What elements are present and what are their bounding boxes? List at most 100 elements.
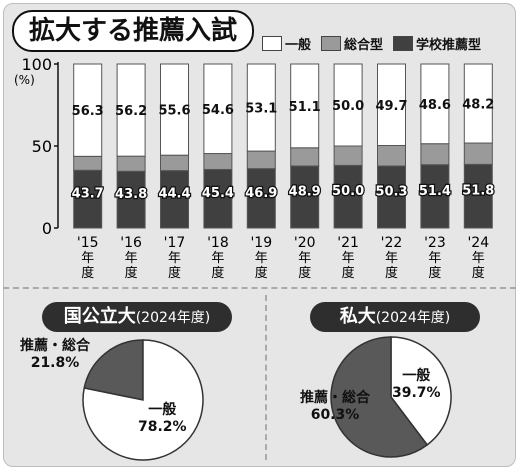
private-pie-label-suisen-value: 60.3% — [310, 407, 360, 423]
label-top-6: 50.0 — [332, 99, 364, 114]
label-top-3: 54.6 — [202, 103, 234, 118]
private-pie-label-ippan: 一般 39.7% — [392, 368, 441, 402]
public-pie-label-suisen-name: 推薦・総合 — [20, 338, 90, 354]
bar-2-0 — [73, 63, 103, 157]
label-bottom-8: 51.4 — [419, 184, 451, 199]
private-pie-slice-0 — [390, 336, 452, 446]
label-bottom-2: 44.4 — [158, 187, 190, 202]
x-label-suffix-4-1: 度 — [255, 265, 268, 281]
y-unit-label: (%) — [14, 73, 35, 87]
pie-divider — [265, 295, 267, 460]
y-tick-label-100: 100 — [21, 55, 52, 74]
bar-0-3 — [203, 168, 233, 229]
public-pie-label-suisen: 推薦・総合 21.8% — [20, 338, 90, 372]
label-bottom-6: 50.0 — [332, 184, 364, 199]
x-label-suffix-5-0: 年 — [298, 251, 311, 266]
bar-2-3 — [203, 63, 233, 155]
legend-label-ippan: 一般 — [285, 38, 312, 53]
bar-0-9 — [463, 163, 493, 229]
x-label-suffix-7-1: 度 — [385, 265, 398, 281]
legend: 一般 総合型 学校推薦型 — [262, 34, 481, 53]
x-label-2: '17 — [164, 235, 186, 251]
x-label-3: '18 — [207, 235, 229, 251]
label-top-1: 56.2 — [115, 104, 147, 119]
legend-swatch-ippan — [262, 36, 282, 51]
legend-item-gakko: 学校推薦型 — [393, 34, 481, 53]
legend-swatch-sogo — [321, 36, 342, 51]
x-label-suffix-0-0: 年 — [81, 251, 94, 266]
x-label-suffix-9-0: 年 — [472, 251, 485, 266]
bar-2-4 — [246, 63, 276, 152]
x-label-4: '19 — [250, 235, 272, 251]
x-label-suffix-0-1: 度 — [81, 265, 94, 281]
label-top-2: 55.6 — [158, 104, 190, 119]
x-label-suffix-4-0: 年 — [255, 251, 268, 266]
private-pie-label-ippan-name: 一般 — [402, 368, 431, 384]
label-bottom-0: 43.7 — [72, 187, 104, 202]
x-label-suffix-5-1: 度 — [298, 265, 311, 281]
x-label-8: '23 — [424, 235, 446, 251]
x-label-suffix-3-1: 度 — [211, 265, 224, 281]
x-label-suffix-2-0: 年 — [168, 251, 181, 266]
public-pie-title-text: 国公立大 — [63, 306, 136, 327]
private-pie-title-text: 私大 — [339, 306, 376, 327]
public-pie-label-ippan-name: 一般 — [148, 402, 177, 418]
x-label-7: '22 — [381, 235, 403, 251]
private-pie-label-suisen-name: 推薦・総合 — [300, 390, 370, 406]
private-pie-title: 私大(2024年度) — [310, 302, 480, 332]
label-bottom-7: 50.3 — [375, 184, 407, 199]
label-top-8: 48.6 — [419, 98, 451, 113]
x-label-5: '20 — [294, 235, 316, 251]
public-pie-title: 国公立大(2024年度) — [42, 302, 232, 332]
legend-item-ippan: 一般 — [262, 34, 311, 53]
label-bottom-3: 45.4 — [202, 186, 234, 201]
public-pie-label-ippan: 一般 78.2% — [138, 402, 187, 436]
public-pie-slice-0 — [83, 339, 144, 401]
x-label-9: '24 — [467, 235, 489, 251]
legend-swatch-gakko — [393, 36, 414, 51]
x-label-suffix-9-1: 度 — [472, 265, 485, 281]
label-bottom-9: 51.8 — [462, 184, 494, 199]
x-label-suffix-6-0: 年 — [342, 251, 355, 266]
bar-2-7 — [377, 63, 406, 147]
section-divider — [3, 287, 516, 289]
private-pie-slice-1 — [330, 336, 429, 458]
label-top-5: 51.1 — [289, 100, 321, 115]
bar-0-6 — [333, 164, 363, 229]
label-top-7: 49.7 — [375, 99, 407, 114]
legend-label-sogo: 総合型 — [344, 38, 384, 53]
label-top-9: 48.2 — [462, 98, 494, 113]
page-title: 拡大する推薦入試 — [12, 10, 254, 52]
public-pie-slice-1 — [82, 339, 204, 461]
private-pie-label-ippan-value: 39.7% — [392, 385, 441, 401]
x-label-suffix-6-1: 度 — [342, 265, 355, 281]
legend-item-sogo: 総合型 — [321, 34, 383, 53]
x-label-suffix-7-0: 年 — [385, 251, 398, 266]
stacked-bar-chart: 050100(%)56.343.7'15年度56.243.8'16年度55.64… — [14, 55, 496, 281]
label-bottom-4: 46.9 — [245, 186, 277, 201]
public-pie-label-ippan-value: 78.2% — [138, 419, 187, 435]
x-label-suffix-1-0: 年 — [125, 251, 138, 266]
private-pie-subtitle: (2024年度) — [375, 310, 451, 326]
bar-2-1 — [116, 63, 146, 157]
bar-0-2 — [160, 170, 189, 229]
bar-2-8 — [420, 63, 450, 145]
bar-0-4 — [246, 168, 276, 229]
x-label-6: '21 — [337, 235, 359, 251]
x-label-suffix-8-0: 年 — [428, 251, 441, 266]
x-label-suffix-1-1: 度 — [125, 265, 138, 281]
label-top-0: 56.3 — [72, 104, 104, 119]
x-label-suffix-3-0: 年 — [211, 251, 224, 266]
label-bottom-1: 43.8 — [115, 187, 147, 202]
bar-2-2 — [160, 63, 189, 156]
legend-label-gakko: 学校推薦型 — [416, 38, 482, 53]
x-label-suffix-8-1: 度 — [428, 265, 441, 281]
bar-0-8 — [420, 164, 450, 229]
bar-0-7 — [377, 165, 406, 229]
bar-0-1 — [116, 170, 146, 229]
bar-2-9 — [463, 63, 493, 144]
private-pie-label-suisen: 推薦・総合 60.3% — [300, 390, 370, 424]
x-label-suffix-2-1: 度 — [168, 265, 181, 281]
x-label-0: '15 — [77, 235, 99, 251]
